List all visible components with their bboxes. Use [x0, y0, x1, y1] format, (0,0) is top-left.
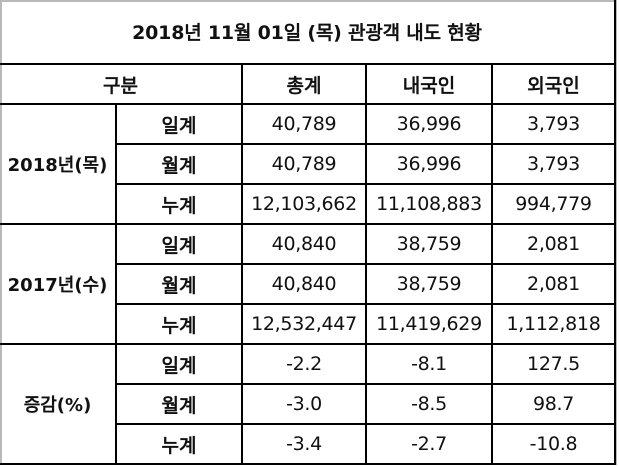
- group-label-2017: 2017년(수): [0, 223, 117, 345]
- row-label: 일계: [115, 103, 243, 145]
- header-total: 총계: [241, 63, 367, 105]
- table-row: 누계 12,532,447 11,419,629 1,112,818: [0, 303, 616, 345]
- cell-total: 40,789: [241, 143, 367, 185]
- table-row: 월계 40,789 36,996 3,793: [0, 143, 616, 185]
- row-label: 일계: [115, 343, 243, 385]
- row-label: 월계: [115, 143, 243, 185]
- row-label: 누계: [115, 303, 243, 345]
- table-title: 2018년 11월 01일 (목) 관광객 내도 현황: [0, 0, 616, 65]
- cell-domestic: -8.5: [365, 383, 493, 425]
- cell-foreign: -10.8: [491, 423, 616, 465]
- title-row: 2018년 11월 01일 (목) 관광객 내도 현황: [0, 0, 616, 65]
- row-label: 누계: [115, 423, 243, 465]
- cell-total: -3.4: [241, 423, 367, 465]
- cell-total: -2.2: [241, 343, 367, 385]
- cell-domestic: -2.7: [365, 423, 493, 465]
- table-row: 증감(%) 일계 -2.2 -8.1 127.5: [0, 343, 616, 465]
- cell-foreign: 98.7: [491, 383, 616, 425]
- table-row: 2017년(수) 일계 40,840 38,759 2,081: [0, 223, 616, 345]
- cell-domestic: 11,108,883: [365, 183, 493, 225]
- cell-total: 40,789: [241, 103, 367, 145]
- cell-foreign: 994,779: [491, 183, 616, 225]
- cell-foreign: 2,081: [491, 223, 616, 265]
- table-row: 누계 -3.4 -2.7 -10.8: [0, 423, 616, 465]
- cell-total: 40,840: [241, 263, 367, 305]
- group-label-change: 증감(%): [0, 343, 117, 465]
- cell-foreign: 2,081: [491, 263, 616, 305]
- table-row: 월계 -3.0 -8.5 98.7: [0, 383, 616, 425]
- cell-domestic: 11,419,629: [365, 303, 493, 345]
- header-category: 구분: [0, 63, 243, 105]
- cell-foreign: 3,793: [491, 143, 616, 185]
- table-row: 월계 40,840 38,759 2,081: [0, 263, 616, 305]
- header-domestic: 내국인: [365, 63, 493, 105]
- cell-foreign: 127.5: [491, 343, 616, 385]
- row-label: 월계: [115, 383, 243, 425]
- cell-domestic: 36,996: [365, 103, 493, 145]
- row-label: 일계: [115, 223, 243, 265]
- row-label: 누계: [115, 183, 243, 225]
- cell-total: 12,103,662: [241, 183, 367, 225]
- cell-domestic: -8.1: [365, 343, 493, 385]
- cell-total: -3.0: [241, 383, 367, 425]
- header-row: 구분 총계 내국인 외국인: [0, 63, 616, 105]
- header-foreign: 외국인: [491, 63, 616, 105]
- group-label-2018: 2018년(목): [0, 103, 117, 225]
- cell-domestic: 38,759: [365, 223, 493, 265]
- cell-domestic: 36,996: [365, 143, 493, 185]
- cell-total: 12,532,447: [241, 303, 367, 345]
- cell-foreign: 3,793: [491, 103, 616, 145]
- cell-total: 40,840: [241, 223, 367, 265]
- table-row: 2018년(목) 일계 40,789 36,996 3,793: [0, 103, 616, 225]
- cell-domestic: 38,759: [365, 263, 493, 305]
- cell-foreign: 1,112,818: [491, 303, 616, 345]
- row-label: 월계: [115, 263, 243, 305]
- table-row: 누계 12,103,662 11,108,883 994,779: [0, 183, 616, 225]
